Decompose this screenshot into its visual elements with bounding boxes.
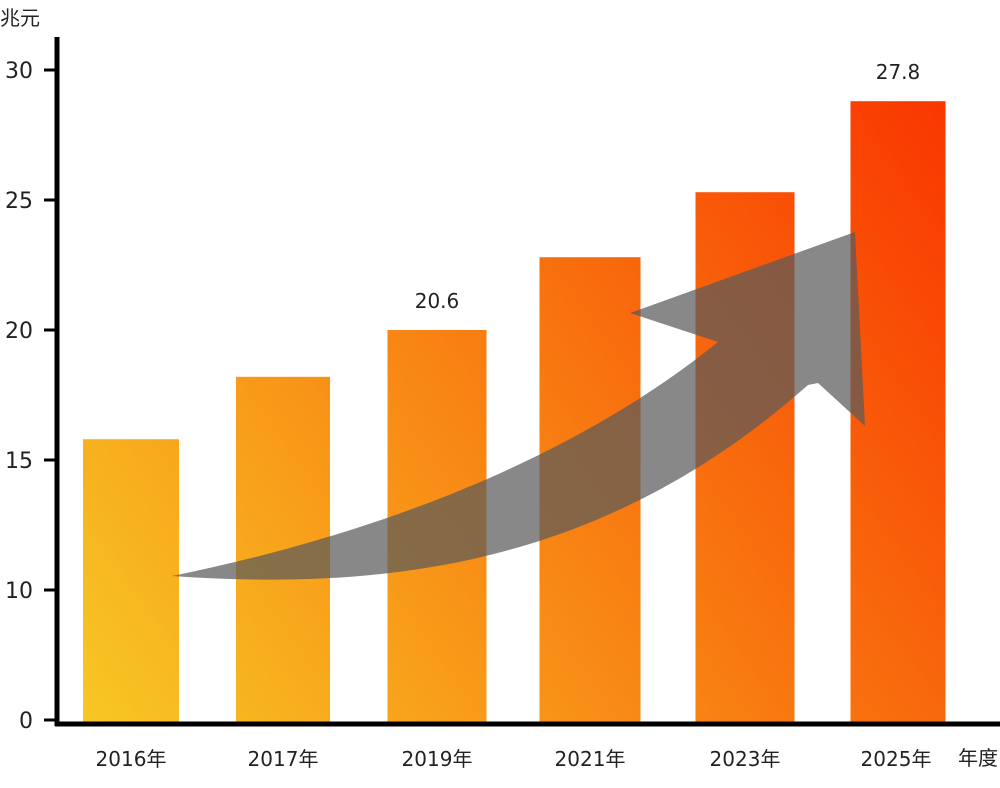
bar-2025 bbox=[850, 101, 946, 722]
x-tick-label: 2016年 bbox=[96, 747, 167, 771]
data-labels-group: 20.6 27.8 bbox=[415, 60, 921, 313]
y-tick-label: 30 bbox=[5, 59, 33, 84]
data-label: 27.8 bbox=[876, 60, 921, 84]
x-tick-label: 2021年 bbox=[555, 747, 626, 771]
y-ticks-group: 0 10 15 20 25 30 bbox=[5, 59, 57, 734]
x-axis-label: 年度 bbox=[958, 746, 998, 770]
y-tick-label: 10 bbox=[5, 579, 33, 604]
y-tick-label: 20 bbox=[5, 319, 33, 344]
y-tick-label: 25 bbox=[5, 189, 33, 214]
x-tick-label: 2019年 bbox=[402, 747, 473, 771]
y-tick-label: 15 bbox=[5, 449, 33, 474]
x-tick-label: 2023年 bbox=[710, 747, 781, 771]
x-tick-label: 2025年 bbox=[861, 747, 932, 771]
data-label: 20.6 bbox=[415, 289, 460, 313]
x-tick-label: 2017年 bbox=[248, 747, 319, 771]
bar-2016 bbox=[83, 439, 179, 722]
y-tick-label: 0 bbox=[19, 709, 33, 734]
x-labels-group: 2016年 2017年 2019年 2021年 2023年 2025年 bbox=[96, 747, 932, 771]
trend-arrow bbox=[172, 232, 865, 580]
bars-group bbox=[83, 101, 946, 722]
y-axis-label: 兆元 bbox=[0, 6, 40, 30]
